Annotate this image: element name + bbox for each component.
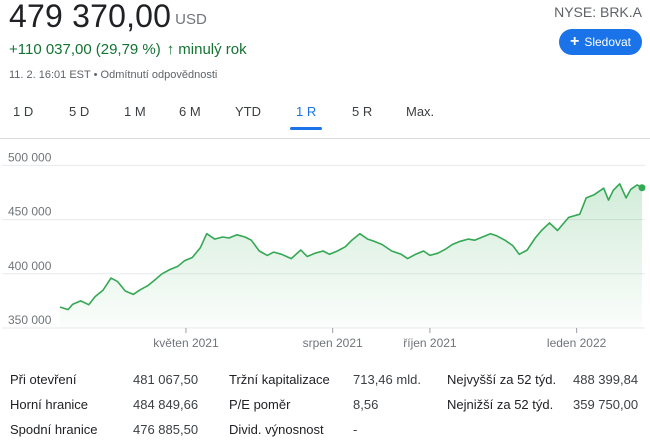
stat-value-pe-ratio: 8,56 bbox=[353, 397, 379, 412]
range-tabs: 1 D 5 D 1 M 6 M YTD 1 R 5 R Max. bbox=[0, 102, 650, 130]
stat-value-52w-low: 359 750,00 bbox=[573, 397, 639, 412]
quote-meta: 11. 2. 16:01 EST • Odmítnutí odpovědnost… bbox=[9, 69, 217, 81]
stat-value-open: 481 067,50 bbox=[133, 372, 199, 387]
stat-value-high: 484 849,66 bbox=[133, 397, 199, 412]
ticker-symbol: NYSE: BRK.A bbox=[554, 4, 642, 20]
price-line bbox=[59, 183, 643, 311]
y-tick-label: 500 000 bbox=[8, 150, 52, 164]
stat-label-dividend-yield: Divid. výnosnost bbox=[229, 422, 324, 437]
stat-label-market-cap: Tržní kapitalizace bbox=[229, 372, 330, 387]
price-value: 479 370,00 bbox=[9, 0, 172, 34]
x-tick-label: srpen 2021 bbox=[303, 336, 363, 350]
stat-value-52w-high: 488 399,84 bbox=[573, 372, 639, 387]
currency-label: USD bbox=[175, 11, 207, 28]
change-absolute: +110 037,00 bbox=[9, 41, 92, 58]
arrow-up-icon: ↑ bbox=[166, 41, 175, 58]
tab-1d[interactable]: 1 D bbox=[13, 104, 34, 119]
stat-label-low: Spodní hranice bbox=[10, 422, 98, 437]
x-tick-label: říjen 2021 bbox=[403, 336, 457, 350]
change-percent: (29,79 %) bbox=[95, 41, 161, 58]
y-tick-label: 400 000 bbox=[8, 259, 52, 273]
tab-5r[interactable]: 5 R bbox=[352, 104, 373, 119]
stat-value-dividend-yield: - bbox=[353, 422, 358, 437]
current-price: 479 370,00 USD bbox=[9, 0, 207, 35]
change-period: minulý rok bbox=[178, 41, 247, 58]
stat-label-high: Horní hranice bbox=[10, 397, 89, 412]
stat-label-pe-ratio: P/E poměr bbox=[229, 397, 291, 412]
y-tick-label: 350 000 bbox=[8, 313, 52, 327]
tab-6m[interactable]: 6 M bbox=[179, 104, 201, 119]
price-change: +110 037,00 (29,79 %) ↑ minulý rok bbox=[9, 41, 247, 58]
x-tick-label: květen 2021 bbox=[153, 336, 219, 350]
active-tab-indicator bbox=[290, 127, 322, 130]
stat-label-52w-low: Nejnižší za 52 týd. bbox=[447, 397, 554, 412]
price-area-fill bbox=[60, 183, 642, 328]
stat-value-low: 476 885,50 bbox=[133, 422, 199, 437]
disclaimer-link[interactable]: Odmítnutí odpovědnosti bbox=[100, 69, 218, 81]
last-price-marker bbox=[638, 184, 646, 192]
tab-max[interactable]: Max. bbox=[406, 104, 435, 119]
stat-label-open: Při otevření bbox=[10, 372, 77, 387]
y-tick-label: 450 000 bbox=[8, 205, 52, 219]
x-tick-label: leden 2022 bbox=[547, 336, 607, 350]
separator-dot: • bbox=[93, 69, 98, 81]
stat-label-52w-high: Nejvyšší za 52 týd. bbox=[447, 372, 557, 387]
tab-ytd[interactable]: YTD bbox=[235, 104, 261, 119]
tabs-divider bbox=[0, 138, 650, 139]
follow-button[interactable]: + Sledovat bbox=[559, 29, 642, 55]
tab-1r[interactable]: 1 R bbox=[296, 104, 317, 119]
stat-value-market-cap: 713,46 mld. bbox=[353, 372, 421, 387]
tab-5d[interactable]: 5 D bbox=[69, 104, 90, 119]
tab-1m[interactable]: 1 M bbox=[124, 104, 146, 119]
follow-button-label: Sledovat bbox=[584, 35, 632, 49]
plus-icon: + bbox=[569, 33, 580, 50]
timestamp: 11. 2. 16:01 EST bbox=[9, 69, 91, 81]
price-chart[interactable]: 350 000 400 000 450 000 500 000 květen 2021 s… bbox=[0, 150, 650, 360]
